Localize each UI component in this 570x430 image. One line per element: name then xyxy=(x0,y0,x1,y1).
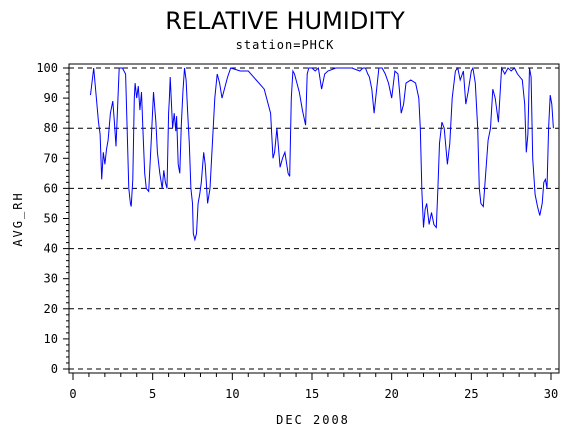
x-tick-label: 30 xyxy=(544,387,558,401)
x-tick-label: 15 xyxy=(305,387,319,401)
y-tick-label: 20 xyxy=(44,302,58,316)
y-tick-label: 0 xyxy=(51,362,58,376)
x-tick-label: 25 xyxy=(464,387,478,401)
y-tick-label: 70 xyxy=(44,151,58,165)
series-line-avg-rh xyxy=(90,66,554,242)
y-axis-label: AVG_RH xyxy=(11,191,25,246)
chart-title: RELATIVE HUMIDITY xyxy=(165,7,405,35)
y-tick-label: 100 xyxy=(36,61,58,75)
y-tick-label: 80 xyxy=(44,121,58,135)
y-tick-label: 60 xyxy=(44,181,58,195)
x-tick-label: 20 xyxy=(384,387,398,401)
chart-subtitle: station=PHCK xyxy=(236,38,335,52)
x-tick-label: 0 xyxy=(69,387,76,401)
y-tick-label: 30 xyxy=(44,272,58,286)
y-tick-label: 10 xyxy=(44,332,58,346)
x-axis-label: DEC 2008 xyxy=(276,413,350,427)
y-axis: 0 10 20 30 40 50 60 70 80 90 100 xyxy=(36,61,69,376)
y-tick-label: 50 xyxy=(44,212,58,226)
x-axis: 0 5 10 15 20 25 30 xyxy=(69,373,558,401)
x-tick-label: 5 xyxy=(149,387,156,401)
x-tick-label: 10 xyxy=(225,387,239,401)
y-tick-label: 40 xyxy=(44,242,58,256)
y-tick-label: 90 xyxy=(44,91,58,105)
